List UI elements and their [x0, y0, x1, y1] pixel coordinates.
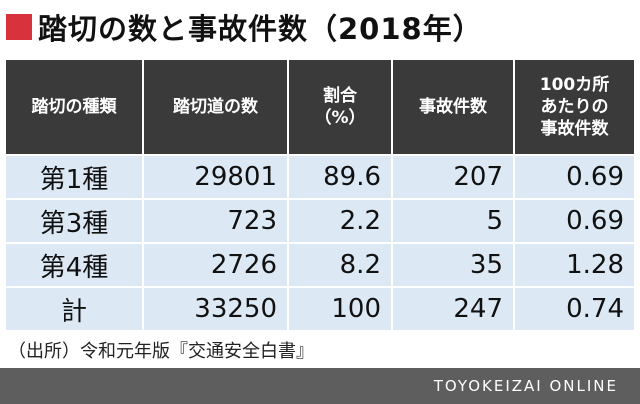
crossing-table: 踏切の種類 踏切道の数 割合 （%） 事故件数 100カ所 あたりの 事故件数 …	[6, 60, 634, 330]
row-count-cell: 33250	[143, 286, 289, 330]
row-per100-cell: 0.74	[514, 286, 634, 330]
table-row: 第1種 29801 89.6 207 0.69	[6, 154, 634, 199]
title-square-icon	[6, 14, 32, 40]
row-type-cell: 計	[6, 286, 144, 330]
row-type-cell: 第4種	[6, 242, 144, 287]
row-accidents-cell: 207	[392, 154, 515, 199]
table-row: 第3種 723 2.2 5 0.69	[6, 198, 634, 243]
table-row: 第4種 2726 8.2 35 1.28	[6, 242, 634, 287]
row-share-cell: 8.2	[288, 242, 393, 287]
page-title: 踏切の数と事故件数（2018年）	[38, 12, 483, 46]
row-per100-cell: 0.69	[514, 198, 634, 243]
header-share: 割合 （%）	[288, 60, 393, 155]
row-accidents-cell: 5	[392, 198, 515, 243]
row-count-cell: 723	[143, 198, 289, 243]
table-header-row: 踏切の種類 踏切道の数 割合 （%） 事故件数 100カ所 あたりの 事故件数	[6, 60, 634, 155]
header-accidents-per-100: 100カ所 あたりの 事故件数	[514, 60, 634, 155]
row-per100-cell: 1.28	[514, 242, 634, 287]
row-type-cell: 第1種	[6, 154, 144, 199]
footer-bar: TOYOKEIZAI ONLINE	[0, 368, 640, 404]
table-row-total: 計 33250 100 247 0.74	[6, 286, 634, 330]
row-type-cell: 第3種	[6, 198, 144, 243]
source-note: （出所）令和元年版『交通安全白書』	[8, 341, 314, 362]
row-per100-cell: 0.69	[514, 154, 634, 199]
header-crossing-count: 踏切道の数	[143, 60, 289, 155]
row-accidents-cell: 35	[392, 242, 515, 287]
row-accidents-cell: 247	[392, 286, 515, 330]
row-count-cell: 2726	[143, 242, 289, 287]
title-row: 踏切の数と事故件数（2018年）	[6, 6, 634, 48]
row-share-cell: 2.2	[288, 198, 393, 243]
row-count-cell: 29801	[143, 154, 289, 199]
header-accident-count: 事故件数	[392, 60, 515, 155]
header-crossing-type: 踏切の種類	[6, 60, 144, 155]
row-share-cell: 89.6	[288, 154, 393, 199]
row-share-cell: 100	[288, 286, 393, 330]
brand-logo: TOYOKEIZAI ONLINE	[433, 377, 618, 395]
